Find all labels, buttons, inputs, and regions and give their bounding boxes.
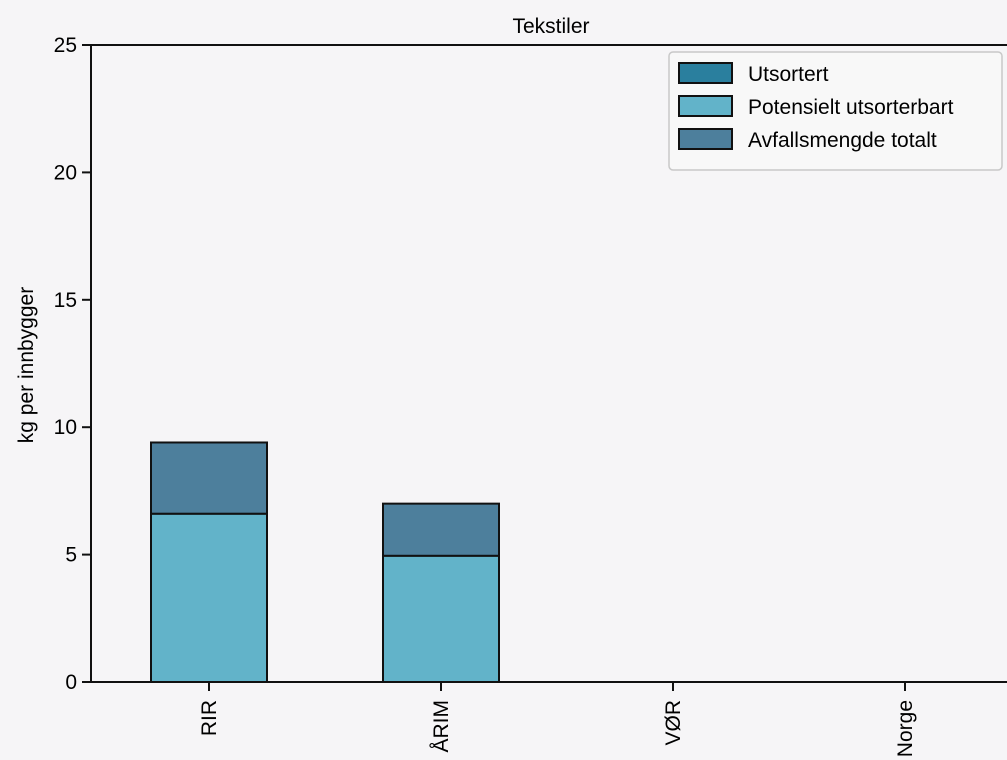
bars-group (150, 441, 500, 684)
bar-potensielt-utsorterbart (150, 512, 268, 683)
legend-swatch (678, 62, 733, 84)
x-ticks-group: RIR ÅRIM VØR Norge (198, 682, 917, 757)
legend-label: Potensielt utsorterbart (748, 96, 954, 119)
y-ticks-group: 0 5 10 15 20 25 (54, 34, 91, 694)
y-tick-label: 25 (54, 34, 77, 57)
y-tick-label: 20 (54, 161, 77, 184)
legend-swatch (678, 95, 733, 117)
y-tick-label: 0 (65, 671, 77, 694)
legend: Utsortert Potensielt utsorterbart Avfallsm… (668, 51, 1003, 171)
bar-avfallsmengde-totalt (150, 441, 268, 515)
y-tick-label: 15 (54, 289, 77, 312)
x-tick-label: ÅRIM (430, 700, 453, 753)
legend-swatch (678, 128, 733, 150)
bar-avfallsmengde-totalt (382, 502, 500, 557)
chart-title: Tekstiler (512, 15, 589, 38)
x-tick-label: Norge (894, 700, 917, 757)
y-tick-label: 10 (54, 416, 77, 439)
x-tick-label: VØR (662, 700, 685, 746)
x-tick-label: RIR (198, 700, 221, 736)
legend-box (668, 51, 1003, 171)
y-tick-label: 5 (65, 544, 77, 567)
bar-potensielt-utsorterbart (382, 554, 500, 684)
legend-label: Utsortert (748, 63, 829, 86)
y-axis-label: kg per innbygger (15, 287, 38, 443)
legend-label: Avfallsmengde totalt (748, 129, 937, 152)
